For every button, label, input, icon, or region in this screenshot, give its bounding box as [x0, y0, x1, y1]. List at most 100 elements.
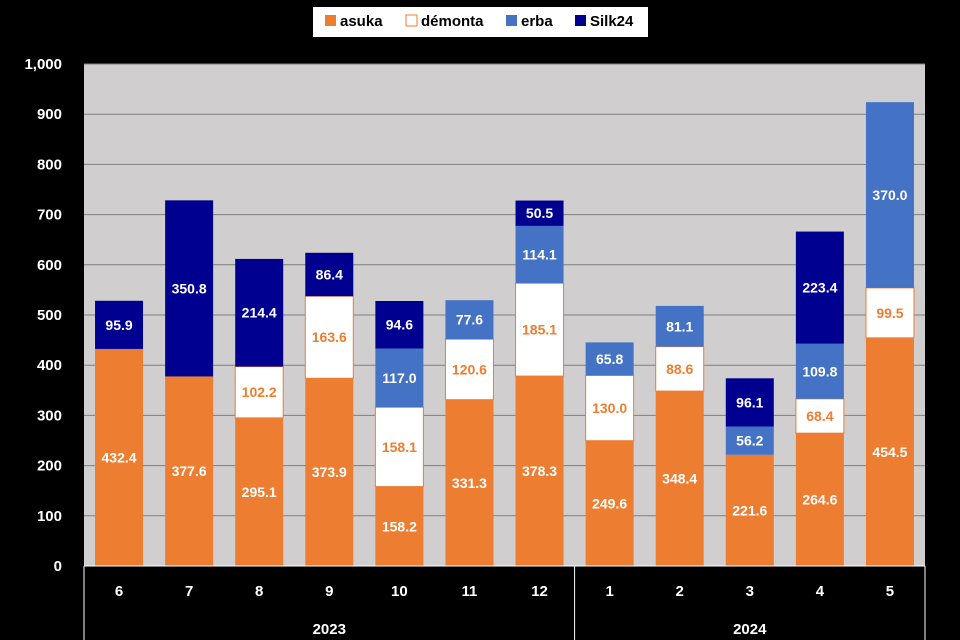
legend: asuka démonta erba Silk24	[313, 7, 648, 37]
bar-segment-Silk24	[165, 200, 214, 377]
legend-label: asuka	[340, 13, 383, 30]
x-tick-label: 2	[676, 583, 684, 600]
y-tick-label: 600	[37, 257, 62, 274]
x-tick-label: 8	[255, 583, 263, 600]
data-label: 378.3	[522, 463, 557, 479]
bar-segment-démonta	[234, 366, 284, 419]
bar-segment-erba	[515, 225, 564, 284]
data-label: 120.6	[452, 361, 487, 377]
data-label: 158.1	[382, 439, 417, 455]
data-label: 117.0	[382, 370, 416, 386]
y-tick-label: 300	[37, 407, 62, 424]
data-label: 94.6	[386, 317, 413, 333]
y-tick-label: 200	[37, 458, 62, 475]
data-label: 77.6	[456, 312, 483, 328]
legend-box	[313, 7, 648, 37]
bar-segment-démonta	[655, 346, 705, 392]
bar-segment-asuka	[795, 433, 844, 566]
y-tick-label: 700	[37, 207, 62, 224]
bar-segment-asuka	[375, 486, 424, 566]
data-label: 214.4	[242, 305, 277, 321]
bar-segment-démonta	[515, 282, 565, 377]
bar-segment-asuka	[515, 376, 564, 566]
bar-segment-démonta	[795, 398, 845, 434]
data-label: 373.9	[312, 464, 347, 480]
data-label: 88.6	[666, 361, 693, 377]
data-label: 56.2	[736, 433, 763, 449]
bar-segment-asuka	[865, 337, 914, 566]
legend-label: erba	[521, 13, 553, 30]
y-axis: 0 100 200 300 400 500 600 700 800 900 1,000	[24, 56, 62, 575]
bar-segment-asuka	[445, 399, 494, 566]
y-tick-label: 1,000	[24, 56, 62, 73]
bar-segment-asuka	[305, 378, 354, 566]
x-group-label: 2024	[733, 621, 767, 638]
legend-label: démonta	[421, 13, 484, 30]
data-label: 221.6	[732, 502, 767, 518]
y-tick-label: 800	[37, 156, 62, 173]
gridlines	[84, 63, 925, 517]
data-label: 50.5	[526, 205, 553, 221]
bar-segment-erba	[795, 343, 844, 399]
y-tick-label: 500	[37, 307, 62, 324]
data-label: 370.0	[872, 187, 907, 203]
data-label: 432.4	[102, 449, 137, 465]
bar-segment-erba	[585, 342, 634, 376]
data-label: 102.2	[242, 384, 277, 400]
bar-segment-démonta	[444, 338, 494, 401]
bar-segment-erba	[865, 102, 914, 288]
data-labels: 432.4 95.9 377.6 350.8 295.1 102.2 214.4 373.9 1…	[102, 187, 908, 534]
legend-swatch	[575, 15, 586, 26]
bar-segment-asuka	[585, 440, 634, 566]
data-label: 95.9	[105, 317, 132, 333]
data-label: 158.2	[382, 518, 417, 534]
bar-segment-Silk24	[95, 300, 144, 349]
x-tick-label: 11	[462, 583, 478, 600]
bar-segment-asuka	[95, 348, 144, 566]
bars	[95, 102, 915, 566]
legend-label: Silk24	[590, 13, 634, 30]
legend-swatch	[405, 14, 418, 27]
data-label: 114.1	[522, 247, 556, 263]
bar-segment-erba	[725, 426, 774, 455]
bar-segment-Silk24	[795, 231, 844, 344]
x-tick-label: 12	[531, 583, 548, 600]
bar-segment-erba	[445, 300, 494, 340]
data-label: 377.6	[172, 463, 207, 479]
y-tick-label: 0	[54, 558, 62, 575]
data-label: 185.1	[522, 322, 557, 338]
data-label: 68.4	[806, 408, 833, 424]
x-group-label: 2023	[313, 621, 346, 638]
data-label: 249.6	[592, 495, 627, 511]
bar-segment-Silk24	[375, 300, 424, 349]
x-tick-label: 3	[746, 583, 754, 600]
legend-swatch	[506, 15, 517, 26]
data-label: 331.3	[452, 475, 487, 491]
data-label: 130.0	[592, 400, 627, 416]
data-label: 163.6	[312, 329, 347, 345]
bar-segment-Silk24	[235, 258, 284, 367]
bar-segment-démonta	[304, 295, 354, 379]
x-tick-label: 4	[816, 583, 825, 600]
data-label: 65.8	[596, 351, 623, 367]
bar-segment-asuka	[725, 454, 774, 566]
x-tick-label: 7	[185, 583, 193, 600]
data-label: 96.1	[736, 394, 763, 410]
data-label: 99.5	[876, 305, 903, 321]
bar-segment-Silk24	[515, 200, 564, 226]
data-label: 86.4	[316, 266, 343, 282]
bar-segment-asuka	[165, 376, 214, 566]
data-label: 295.1	[242, 484, 277, 500]
data-label: 454.5	[872, 444, 907, 460]
x-tick-label: 5	[886, 583, 894, 600]
x-tick-label: 9	[325, 583, 333, 600]
bar-segment-erba	[375, 348, 424, 408]
data-label: 348.4	[662, 471, 697, 487]
x-tick-label: 6	[115, 583, 123, 600]
data-label: 109.8	[802, 363, 837, 379]
data-label: 81.1	[666, 318, 693, 334]
y-tick-label: 100	[37, 508, 62, 525]
legend-swatch	[325, 15, 336, 26]
